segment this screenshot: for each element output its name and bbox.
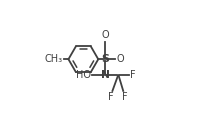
Text: F: F — [108, 92, 114, 102]
Text: S: S — [101, 54, 109, 64]
Text: F: F — [122, 92, 127, 102]
Text: CH₃: CH₃ — [45, 54, 63, 64]
Text: O: O — [116, 54, 124, 64]
Text: N: N — [101, 70, 110, 80]
Text: HO: HO — [76, 70, 91, 80]
Text: F: F — [130, 70, 136, 80]
Text: O: O — [101, 30, 109, 40]
